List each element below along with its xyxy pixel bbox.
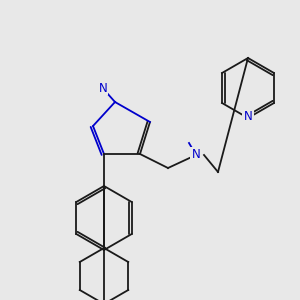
Text: N: N bbox=[192, 148, 200, 161]
Text: N: N bbox=[99, 82, 107, 94]
Text: N: N bbox=[244, 110, 252, 122]
